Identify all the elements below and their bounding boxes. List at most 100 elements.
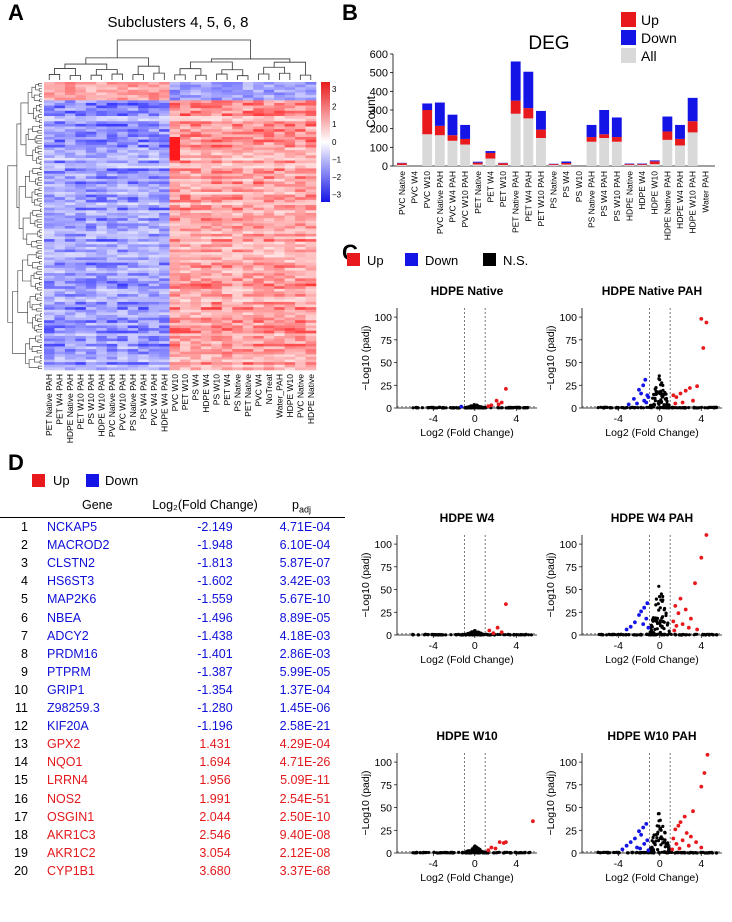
heatmap-cell — [211, 95, 223, 99]
heatmap-cell — [117, 309, 128, 313]
heatmap-cell — [96, 92, 108, 96]
heatmap-cell — [232, 241, 244, 245]
heatmap-cell — [127, 202, 139, 206]
heatmap-cell — [127, 163, 139, 167]
heatmap-cell — [295, 286, 306, 290]
heatmap-cell — [242, 341, 254, 345]
heatmap-cell — [211, 351, 223, 355]
volcano-point-up — [496, 402, 501, 407]
heatmap-cell — [190, 226, 202, 229]
heatmap-cell — [221, 338, 233, 342]
heatmap-cell — [159, 171, 170, 174]
heatmap-cell — [85, 84, 97, 88]
heatmap-cell — [232, 144, 244, 148]
dendrogram-branch — [36, 105, 40, 112]
heatmap-cell — [169, 113, 181, 117]
heatmap-cell — [54, 356, 66, 360]
heatmap-cell — [221, 121, 233, 125]
heatmap-cell — [148, 335, 160, 339]
heatmap-cell — [221, 233, 233, 237]
heatmap-cell — [232, 186, 244, 190]
heatmap-cell — [295, 246, 306, 250]
heatmap-cell — [54, 144, 66, 148]
volcano-point-ns — [661, 383, 665, 387]
heatmap-cell — [232, 118, 244, 122]
heatmap-cell — [148, 228, 160, 232]
heatmap-cell — [106, 338, 118, 342]
heatmap-cell — [138, 84, 149, 88]
heatmap-cell — [295, 191, 306, 195]
heatmap-cell — [180, 178, 191, 182]
volcano-point-ns — [471, 630, 475, 634]
heatmap-cell — [117, 362, 128, 366]
heatmap-cell — [117, 343, 128, 347]
heatmap-cell — [127, 92, 139, 96]
heatmap-cell — [284, 367, 296, 371]
heatmap-cell — [64, 246, 76, 250]
heatmap-cell — [159, 317, 170, 321]
heatmap-cell — [190, 89, 202, 93]
deg-bar-all — [611, 141, 622, 166]
heatmap-cell — [106, 249, 118, 253]
heatmap-cell — [284, 110, 296, 114]
heatmap-cell — [138, 273, 149, 277]
heatmap-cell — [127, 82, 139, 85]
volcano-point-ns — [694, 851, 698, 855]
volcano-point-ns — [617, 851, 621, 855]
heatmap-cell — [138, 171, 149, 174]
heatmap-cell — [96, 189, 108, 193]
heatmap-cell — [54, 105, 66, 109]
heatmap-cell — [274, 92, 285, 96]
heatmap-cell — [54, 123, 66, 127]
heatmap-cell — [305, 144, 317, 148]
heatmap-cell — [44, 176, 55, 180]
heatmap-cell — [85, 129, 97, 133]
table-row: 1 NCKAP5 -2.149 4.71E-04 — [0, 520, 350, 538]
heatmap-cell — [200, 252, 212, 256]
table-cell-padj: 2.50E-10 — [279, 809, 331, 824]
volcano-point-ns — [707, 632, 711, 636]
volcano-point-ns — [523, 633, 527, 637]
heatmap-cell — [96, 155, 108, 159]
heatmap-cell — [295, 367, 306, 371]
heatmap-cell — [190, 100, 202, 104]
heatmap-column-label: PS W4 — [191, 374, 201, 401]
heatmap-cell — [148, 157, 160, 161]
heatmap-cell — [106, 244, 118, 248]
heatmap-cell — [148, 338, 160, 342]
heatmap-cell — [190, 157, 202, 161]
heatmap-cell — [284, 333, 296, 337]
heatmap-cell — [96, 244, 108, 248]
volcano-point-ns — [692, 405, 696, 410]
heatmap-cell — [274, 231, 285, 235]
heatmap-cell — [159, 134, 170, 138]
heatmap-cell — [232, 257, 244, 261]
heatmap-cell — [138, 260, 149, 263]
heatmap-cell — [54, 239, 66, 243]
heatmap-cell — [305, 199, 317, 203]
heatmap-cell — [44, 349, 55, 352]
heatmap-cell — [232, 176, 244, 180]
heatmap-cell — [117, 288, 128, 292]
heatmap-cell — [263, 236, 275, 240]
volcano-point-ns — [681, 406, 685, 410]
heatmap-cell — [96, 168, 108, 172]
deg-x-tick-label: PS W10 — [574, 171, 584, 202]
heatmap-cell — [211, 354, 223, 358]
heatmap-cell — [295, 233, 306, 237]
heatmap-cell — [75, 157, 87, 161]
heatmap-cell — [305, 333, 317, 337]
deg-x-tick-label: PS W10 PAH — [612, 171, 622, 221]
heatmap-cell — [96, 299, 108, 303]
heatmap-cell — [64, 142, 76, 146]
volcano-point-ns — [452, 851, 456, 855]
heatmap-cell — [54, 301, 66, 305]
heatmap-cell — [180, 92, 191, 96]
volcano-legend-label: Down — [425, 253, 458, 268]
heatmap-cell — [180, 236, 191, 240]
heatmap-cell — [117, 194, 128, 198]
heatmap-cell — [117, 291, 128, 295]
heatmap-cell — [96, 309, 108, 313]
table-cell-index: 18 — [14, 827, 28, 842]
heatmap-cell — [159, 257, 170, 261]
